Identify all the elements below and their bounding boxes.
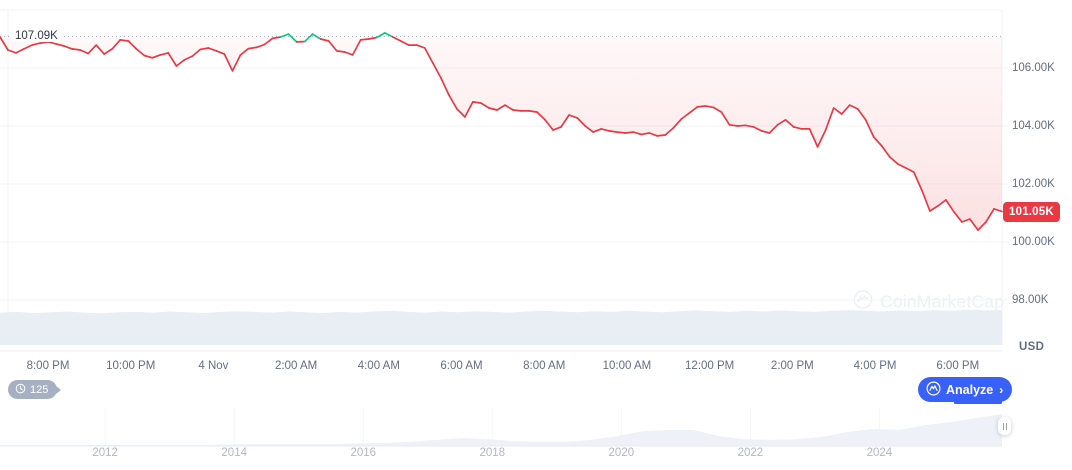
y-axis-tick-label: 100.00K <box>1012 235 1055 248</box>
watermark-text: CoinMarketCap <box>880 291 1005 312</box>
navigator-year-label: 2020 <box>608 447 635 459</box>
x-axis-tick-label: 10:00 PM <box>106 360 156 372</box>
x-axis-tick-label: 10:00 AM <box>602 360 652 372</box>
navigator-year-label: 2022 <box>737 447 764 459</box>
clock-icon <box>15 383 26 397</box>
navigator-year-label: 2024 <box>866 447 893 459</box>
watermark: CoinMarketCap <box>853 290 1004 315</box>
y-axis-tick-label: 98.00K <box>1012 293 1049 306</box>
handle-grip-line <box>1002 422 1004 430</box>
navigator-right-handle[interactable] <box>998 417 1011 435</box>
navigator-year-label: 2018 <box>479 447 506 459</box>
volume-area <box>0 309 1002 345</box>
data-points-count: 125 <box>30 383 49 396</box>
x-axis-tick-label: 4:00 PM <box>853 360 897 372</box>
coinmarketcap-logo-icon <box>853 290 873 315</box>
navigator-year-label: 2014 <box>221 447 247 459</box>
reference-price-label: 107.09K <box>12 30 61 43</box>
navigator-year-label: 2016 <box>350 447 377 459</box>
data-points-badge[interactable]: 125 <box>8 380 62 399</box>
currency-unit-label: USD <box>1019 341 1045 353</box>
x-axis-tick-label: 6:00 PM <box>936 360 980 372</box>
price-area-fill <box>0 32 1002 231</box>
y-axis-tick-label: 102.00K <box>1012 177 1055 190</box>
analyze-wave-icon <box>926 381 941 399</box>
handle-grip-line <box>1005 422 1007 430</box>
x-axis-tick-label: 8:00 PM <box>26 360 70 372</box>
analyze-button[interactable]: Analyze › <box>918 377 1013 402</box>
x-axis-tick-label: 8:00 AM <box>523 360 566 372</box>
navigator-chart[interactable] <box>0 400 1002 447</box>
x-axis-tick-label: 4 Nov <box>198 360 229 372</box>
chevron-right-icon: › <box>999 382 1004 397</box>
current-price-badge: 101.05K <box>1003 201 1060 222</box>
x-axis-tick-label: 4:00 AM <box>357 360 400 372</box>
y-axis-tick-label: 104.00K <box>1012 119 1055 132</box>
analyze-label: Analyze <box>946 382 994 397</box>
gridlines <box>0 9 1008 352</box>
x-axis-tick-label: 12:00 PM <box>685 360 735 372</box>
price-line <box>0 32 1003 231</box>
navigator-year-label: 2012 <box>92 447 118 459</box>
x-axis-tick-label: 2:00 PM <box>770 360 814 372</box>
x-axis-tick-label: 6:00 AM <box>440 360 483 372</box>
y-axis-tick-label: 106.00K <box>1012 61 1055 74</box>
badge-pointer <box>56 385 62 394</box>
x-axis-tick-label: 2:00 AM <box>275 360 318 372</box>
